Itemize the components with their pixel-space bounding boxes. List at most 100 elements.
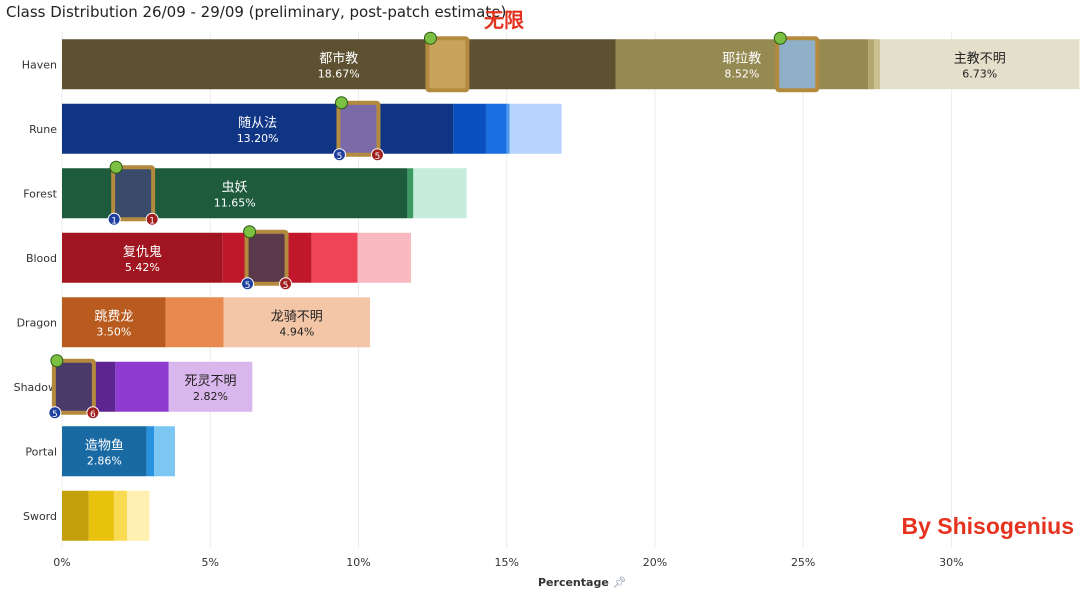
bar-segment	[357, 232, 411, 283]
card-cost-gem	[334, 96, 348, 110]
card-artwork	[429, 40, 466, 89]
pin-icon[interactable]: 📌︎	[612, 576, 627, 589]
category-label: Shadow	[14, 381, 57, 394]
card-attack-gem	[241, 277, 255, 291]
segment-value-label: 2.86%	[87, 454, 122, 467]
card-artwork	[340, 104, 377, 153]
card-cost-gem	[243, 225, 257, 239]
bar-segment	[127, 490, 150, 541]
segment-value-label: 18.67%	[318, 67, 360, 80]
bar-segment	[154, 426, 175, 477]
overlay-caption: 无限	[484, 8, 524, 32]
segment-label: 死灵不明	[185, 374, 237, 389]
haven-card-art-2	[773, 31, 820, 93]
card-defense-value: 6	[90, 410, 96, 420]
x-axis-title: Percentage 📌︎	[538, 576, 627, 589]
segment-label: 跳费龙	[94, 309, 133, 324]
category-label: Rune	[29, 123, 57, 136]
category-label: Blood	[26, 252, 57, 265]
card-attack-gem	[107, 212, 121, 226]
haven-card-art	[423, 31, 470, 93]
category-label: Haven	[22, 58, 57, 71]
segment-value-label: 5.42%	[125, 261, 160, 274]
bar-segment	[113, 490, 128, 541]
category-label: Sword	[23, 510, 57, 523]
segment-label: 虫妖	[222, 180, 248, 195]
bar-segment	[223, 297, 371, 348]
segment-value-label: 8.52%	[724, 67, 759, 80]
bar-segment	[485, 103, 507, 154]
bar-segment	[62, 490, 89, 541]
bar-segment	[115, 361, 169, 412]
bar-segment	[88, 490, 114, 541]
segment-label: 复仇鬼	[123, 244, 162, 260]
bar-segment	[407, 168, 414, 219]
card-defense-value: 5	[283, 281, 289, 291]
bar-segment	[62, 426, 147, 477]
card-defense-value: 5	[375, 152, 381, 162]
category-label: Portal	[25, 445, 57, 458]
bar-segment	[413, 168, 467, 219]
bar-segment	[868, 39, 875, 90]
bar-segment	[165, 297, 224, 348]
segment-value-label: 2.82%	[193, 390, 228, 403]
card-attack-gem	[48, 406, 62, 420]
card-cost-gem	[423, 31, 437, 45]
segment-label: 都市教	[319, 50, 358, 66]
segment-value-label: 13.20%	[237, 132, 279, 145]
card-defense-gem	[279, 277, 293, 291]
segment-value-label: 6.73%	[962, 67, 997, 80]
card-defense-value: 1	[149, 216, 155, 226]
card-artwork	[115, 169, 152, 218]
bar-segment	[62, 103, 454, 154]
card-attack-value: 1	[111, 216, 117, 226]
bar-segment	[311, 232, 358, 283]
card-cost-gem	[50, 354, 64, 368]
bar-segment	[879, 39, 1080, 90]
x-axis-title-text: Percentage	[538, 576, 609, 589]
segment-value-label: 11.65%	[214, 196, 256, 209]
x-tick-label: 5%	[202, 556, 219, 569]
x-tick-label: 0%	[53, 556, 70, 569]
bar-segment	[62, 39, 616, 90]
card-defense-gem	[145, 212, 159, 226]
bar-segment	[506, 103, 510, 154]
bar-segment	[874, 39, 880, 90]
bar-segment	[146, 426, 155, 477]
bar-segment	[168, 361, 253, 412]
x-tick-label: 15%	[494, 556, 518, 569]
bar-segment	[615, 39, 869, 90]
card-defense-gem	[370, 148, 384, 162]
card-artwork	[779, 40, 816, 89]
card-defense-gem	[86, 406, 100, 420]
x-tick-label: 25%	[791, 556, 815, 569]
segment-value-label: 4.94%	[279, 325, 314, 338]
card-attack-value: 5	[245, 281, 251, 291]
segment-label: 造物鱼	[85, 437, 124, 453]
segment-label: 耶拉教	[722, 50, 761, 66]
bar-segment	[62, 232, 223, 283]
author-credit: By Shisogenius	[901, 513, 1074, 539]
x-tick-label: 10%	[346, 556, 370, 569]
card-cost-gem	[109, 160, 123, 174]
segment-value-label: 3.50%	[96, 325, 131, 338]
card-attack-gem	[332, 148, 346, 162]
segment-label: 主教不明	[954, 50, 1006, 66]
chart-title: Class Distribution 26/09 - 29/09 (prelim…	[6, 3, 507, 21]
card-attack-value: 5	[52, 410, 58, 420]
segment-label: 龙骑不明	[271, 309, 323, 324]
category-label: Forest	[23, 187, 57, 200]
card-artwork	[248, 233, 285, 282]
card-artwork	[55, 362, 92, 411]
x-tick-label: 30%	[939, 556, 963, 569]
card-attack-value: 5	[337, 152, 343, 162]
card-cost-gem	[773, 31, 787, 45]
bar-segment	[453, 103, 486, 154]
bar-segment	[62, 297, 166, 348]
category-label: Dragon	[17, 316, 57, 329]
